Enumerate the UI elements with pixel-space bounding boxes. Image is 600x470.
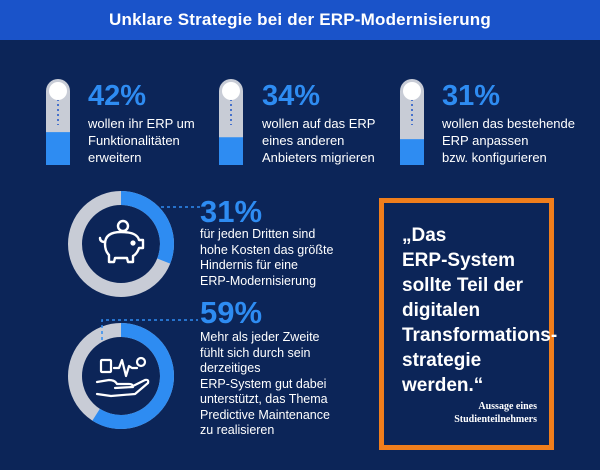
quote-line-3: sollte Teil der	[402, 275, 524, 296]
stat-1-line-1: wollen ihr ERP um	[88, 116, 195, 131]
stat-5-line-1: Mehr als jeder Zweite	[200, 330, 320, 344]
quote-attribution-line-1: Aussage eines	[478, 401, 537, 412]
quote-line-7: werden.“	[402, 375, 484, 396]
stat-5-line-2: fühlt sich durch sein	[200, 345, 311, 360]
thermometer-fill	[219, 137, 243, 165]
quote-line-4: digitalen	[402, 300, 481, 321]
ring-fill	[68, 191, 174, 297]
stat-3-value: 31%	[442, 80, 501, 112]
quote-text: „Das ERP-System sollte Teil der digitale…	[402, 223, 558, 398]
stat-2-line-2: eines anderen	[262, 133, 345, 148]
stat-4-line-2: hohe Kosten das größte	[200, 242, 334, 257]
stat-1-line-2: Funktionalitäten	[88, 133, 180, 148]
ring-fill	[68, 323, 174, 429]
quote-line-2: ERP-System	[402, 250, 515, 271]
stat-2-value: 34%	[262, 80, 321, 112]
stat-5-line-6: Predictive Maintenance	[200, 407, 330, 422]
stat-4-text: für jeden Dritten sind hohe Kosten das g…	[200, 227, 333, 289]
quote-line-5: Transformations-	[402, 325, 558, 346]
stat-1-line-3: erweitern	[88, 150, 142, 165]
stat-1-text: wollen ihr ERP um Funktionalitäten erwei…	[88, 115, 195, 166]
stat-4-line-1: für jeden Dritten sind	[200, 227, 316, 241]
stat-4-line-4: ERP-Modernisierung	[200, 273, 317, 288]
connector-line	[155, 206, 200, 208]
stat-2-line-3: Anbieters migrieren	[262, 150, 375, 165]
page-title: Unklare Strategie bei der ERP-Modernisie…	[109, 10, 491, 29]
hand-analytics-icon	[95, 356, 150, 398]
quote-box: „Das ERP-System sollte Teil der digitale…	[379, 198, 558, 450]
quote-attribution-line-2: Studienteilnehmers	[454, 414, 537, 425]
stat-5-line-3: derzeitiges	[200, 361, 261, 375]
thermometer-fill	[46, 132, 70, 165]
stat-5-line-5: unterstützt, das Thema	[200, 392, 328, 406]
stat-3-line-2: ERP anpassen	[442, 133, 529, 148]
stat-2-text: wollen auf das ERP eines anderen Anbiete…	[262, 115, 375, 166]
stat-5-text: Mehr als jeder Zweite fühlt sich durch s…	[200, 330, 330, 439]
stat-2-line-1: wollen auf das ERP	[262, 116, 376, 131]
connector-line	[101, 319, 198, 340]
stat-5-line-4: ERP-System gut dabei	[200, 376, 327, 391]
piggy-bank-icon	[98, 219, 145, 264]
thermometer-icon	[219, 79, 243, 165]
stat-3-text: wollen das bestehende ERP anpassen bzw. …	[442, 115, 575, 166]
ring-chart-costs	[68, 191, 174, 297]
stat-4-line-3: Hindernis für eine	[200, 258, 298, 272]
quote-attribution: Aussage eines Studienteilnehmers	[417, 400, 537, 426]
quote-line-1: „Das	[402, 225, 447, 246]
thermometer-icon	[46, 79, 70, 165]
stat-5-line-7: zu realisieren	[200, 423, 275, 437]
thermometer-fill	[400, 139, 424, 165]
ring-chart-maintenance	[68, 323, 174, 429]
stat-3-line-3: bzw. konfigurieren	[442, 150, 547, 165]
stat-4-value: 31%	[200, 194, 263, 229]
stat-3-line-1: wollen das bestehende	[442, 116, 575, 131]
quote-line-6: strategie	[402, 350, 482, 371]
title-bar: Unklare Strategie bei der ERP-Modernisie…	[0, 0, 600, 40]
stat-5-value: 59%	[200, 295, 263, 330]
stat-1-value: 42%	[88, 80, 147, 112]
thermometer-icon	[400, 79, 424, 165]
